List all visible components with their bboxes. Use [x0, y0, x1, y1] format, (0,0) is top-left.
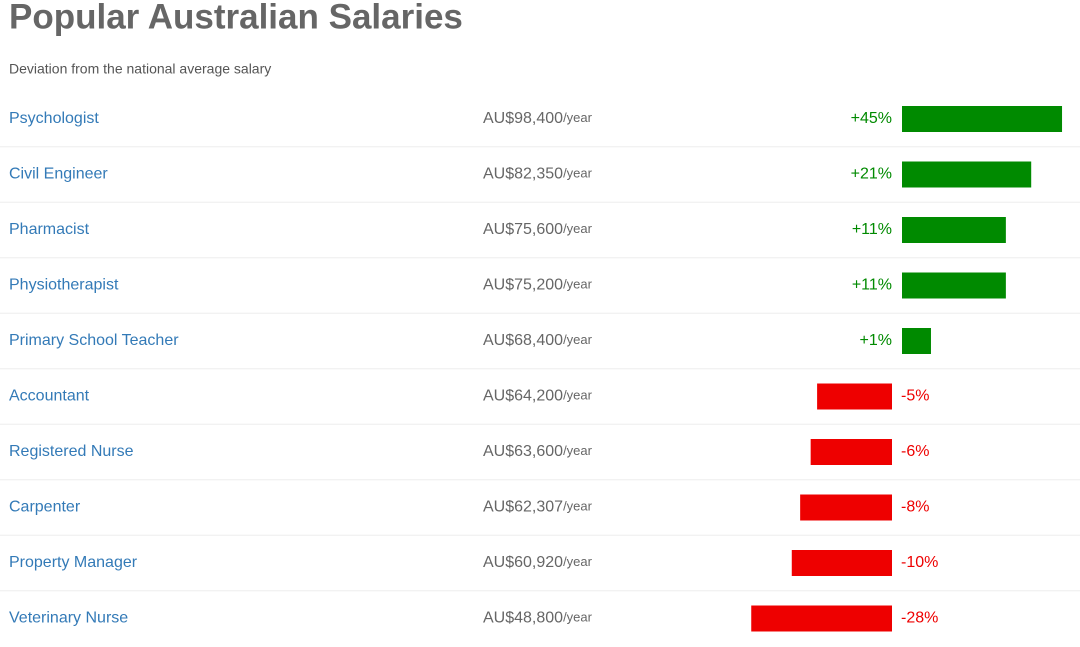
value-label: -6% [901, 443, 929, 460]
value-label: +11% [852, 221, 892, 238]
salary-amount: AU$48,800 [483, 610, 563, 627]
bar [902, 217, 1006, 243]
salary: AU$82,350/year [483, 166, 593, 183]
salary-amount: AU$75,200 [483, 277, 563, 294]
job-name[interactable]: Pharmacist [9, 221, 90, 238]
job-name[interactable]: Registered Nurse [9, 443, 134, 460]
value-label: -5% [901, 388, 929, 405]
bar [902, 106, 1063, 132]
salary: AU$68,400/year [483, 332, 593, 349]
bar [810, 439, 892, 465]
salary-unit: /year [563, 110, 593, 125]
salary-unit: /year [563, 443, 593, 458]
value-label: -10% [901, 554, 938, 571]
value-label: +21% [851, 166, 892, 183]
value-label: -28% [901, 610, 938, 627]
salary-unit: /year [563, 221, 593, 236]
bar [817, 383, 892, 410]
salary-amount: AU$63,600 [483, 443, 563, 460]
salary: AU$48,800/year [483, 610, 593, 627]
bar [791, 550, 892, 576]
job-name[interactable]: Carpenter [9, 499, 81, 516]
salary-unit: /year [563, 554, 593, 569]
salary-unit: /year [563, 166, 593, 181]
salary-unit: /year [563, 277, 593, 292]
bar [902, 161, 1032, 188]
salary: AU$75,600/year [483, 221, 593, 238]
salary: AU$98,400/year [483, 110, 593, 127]
job-name[interactable]: Civil Engineer [9, 166, 108, 183]
salary-amount: AU$60,920 [483, 554, 563, 571]
job-name[interactable]: Psychologist [9, 110, 99, 127]
salary-amount: AU$68,400 [483, 332, 563, 349]
salary: AU$64,200/year [483, 388, 593, 405]
bar [751, 605, 892, 632]
salary: AU$75,200/year [483, 277, 593, 294]
bar [800, 494, 892, 521]
value-label: +1% [860, 332, 892, 349]
salary-amount: AU$64,200 [483, 388, 563, 405]
bar [902, 272, 1006, 299]
salary-amount: AU$82,350 [483, 166, 563, 183]
salary-unit: /year [563, 388, 593, 403]
job-name[interactable]: Property Manager [9, 554, 138, 571]
value-label: -8% [901, 499, 929, 516]
salary: AU$62,307/year [483, 499, 593, 516]
bar [902, 328, 931, 354]
value-label: +11% [852, 277, 892, 294]
chart-subtitle: Deviation from the national average sala… [9, 61, 271, 77]
job-name[interactable]: Primary School Teacher [9, 332, 179, 349]
job-name[interactable]: Physiotherapist [9, 277, 119, 294]
salary-amount: AU$98,400 [483, 110, 563, 127]
salary: AU$63,600/year [483, 443, 593, 460]
salary-unit: /year [563, 332, 593, 347]
salary-unit: /year [563, 499, 593, 514]
salary: AU$60,920/year [483, 554, 593, 571]
job-name[interactable]: Accountant [9, 388, 90, 405]
salary-amount: AU$62,307 [483, 499, 563, 516]
salary-amount: AU$75,600 [483, 221, 563, 238]
chart-title: Popular Australian Salaries [9, 0, 463, 36]
value-label: +45% [851, 110, 892, 127]
job-name[interactable]: Veterinary Nurse [9, 610, 128, 627]
salary-unit: /year [563, 610, 593, 625]
